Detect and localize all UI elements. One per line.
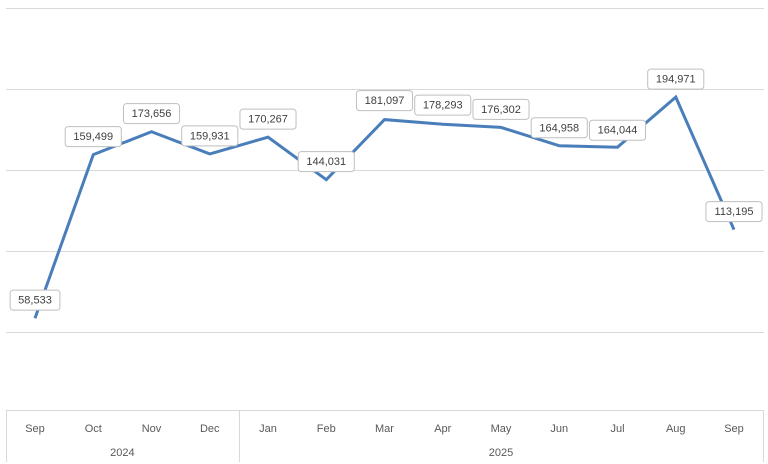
year-label: 2025	[489, 447, 513, 459]
data-label: 194,971	[647, 68, 705, 90]
data-label: 144,031	[297, 151, 355, 173]
svg-text:164,044: 164,044	[598, 125, 638, 137]
data-label: 170,267	[239, 108, 297, 130]
data-label: 176,302	[472, 98, 530, 120]
svg-text:173,656: 173,656	[132, 108, 172, 120]
data-labels: 58,533 159,499 173,656 159,931 170,267 144,03…	[9, 68, 763, 311]
x-tick-label: Feb	[317, 423, 336, 435]
x-tick-label: Nov	[142, 423, 162, 435]
x-tick-label: Oct	[85, 423, 102, 435]
svg-text:164,958: 164,958	[539, 122, 579, 134]
svg-text:144,031: 144,031	[306, 156, 346, 168]
svg-text:159,931: 159,931	[190, 130, 230, 142]
x-tick-label: Sep	[724, 423, 744, 435]
year-label: 2024	[110, 447, 134, 459]
x-tick-label: May	[491, 423, 512, 435]
x-tick-label: Mar	[375, 423, 394, 435]
x-tick-label: Apr	[434, 423, 451, 435]
x-axis: Sep Oct Nov Dec Jan Feb Mar Apr May Jun Jul Aug Sep 2…	[6, 410, 764, 462]
x-tick-label: Aug	[666, 423, 686, 435]
x-tick-label: Sep	[25, 423, 45, 435]
svg-text:176,302: 176,302	[481, 104, 521, 116]
data-label: 159,499	[64, 126, 122, 148]
x-tick-label: Dec	[200, 423, 220, 435]
data-line	[33, 94, 736, 319]
x-tick-label: Jul	[610, 423, 624, 435]
svg-text:159,499: 159,499	[73, 131, 113, 143]
svg-text:58,533: 58,533	[18, 295, 52, 307]
svg-text:178,293: 178,293	[423, 100, 463, 112]
gridlines	[6, 8, 764, 333]
svg-text:170,267: 170,267	[248, 114, 288, 126]
x-tick-label: Jan	[259, 423, 277, 435]
data-label: 159,931	[181, 125, 239, 147]
data-label: 164,044	[588, 119, 647, 141]
data-label: 178,293	[414, 94, 472, 116]
svg-text:181,097: 181,097	[365, 95, 405, 107]
data-label: 58,533	[9, 289, 61, 311]
svg-text:113,195: 113,195	[715, 206, 754, 218]
data-label: 181,097	[355, 90, 414, 112]
data-label: 173,656	[122, 103, 181, 125]
data-label: 113,195	[705, 201, 763, 223]
svg-text:194,971: 194,971	[656, 74, 696, 86]
data-label: 164,958	[530, 117, 588, 139]
x-tick-label: Jun	[550, 423, 568, 435]
